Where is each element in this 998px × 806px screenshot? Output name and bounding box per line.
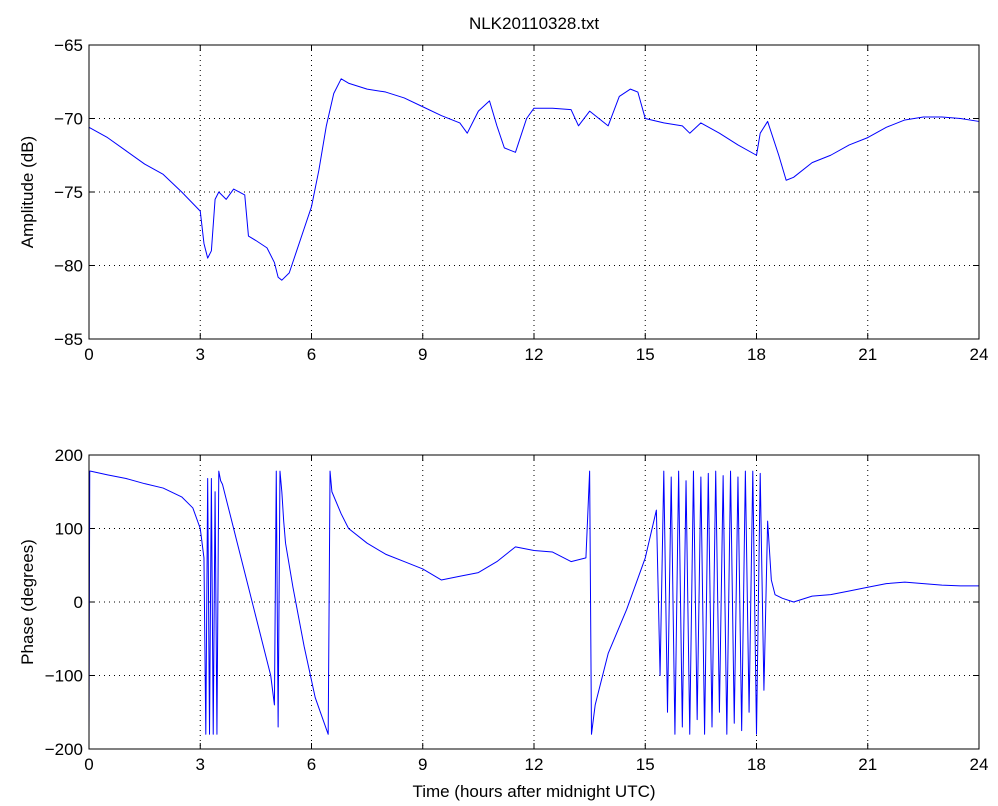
phase-y-tick-label: −100 [45, 667, 83, 686]
amplitude-y-tick-label: −80 [54, 257, 83, 276]
phase-axes: 0 3 6 9 12 15 18 21 24 −200 −100 0 100 200 Phase (deg… [18, 446, 988, 801]
phase-x-tick-label: 6 [307, 755, 316, 774]
phase-y-tick-label: 100 [55, 520, 83, 539]
phase-y-axis-label: Phase (degrees) [18, 539, 37, 665]
amplitude-x-tick-label: 12 [525, 345, 544, 364]
amplitude-x-tick-label: 18 [747, 345, 766, 364]
amplitude-y-tick-label: −85 [54, 330, 83, 349]
amplitude-y-tick-label: −75 [54, 183, 83, 202]
amplitude-y-tick-label: −70 [54, 110, 83, 129]
amplitude-x-tick-label: 3 [196, 345, 205, 364]
amplitude-x-tick-label: 15 [636, 345, 655, 364]
amplitude-axes-frame [88, 44, 980, 340]
phase-x-tick-label: 0 [84, 755, 93, 774]
phase-y-tick-label: 200 [55, 446, 83, 465]
amplitude-x-tick-label: 9 [418, 345, 427, 364]
phase-x-tick-label: 24 [970, 755, 989, 774]
amplitude-x-tick-label: 0 [84, 345, 93, 364]
phase-x-tick-label: 9 [418, 755, 427, 774]
phase-x-tick-label: 21 [858, 755, 877, 774]
amplitude-y-axis-label: Amplitude (dB) [18, 136, 37, 248]
amplitude-axes: 0 3 6 9 12 15 18 21 24 −85 −80 −75 −70 −65 NLK2011032… [18, 14, 988, 364]
phase-y-tick-label: −200 [45, 740, 83, 759]
amplitude-x-tick-label: 21 [858, 345, 877, 364]
phase-ticks: 0 3 6 9 12 15 18 21 24 −200 −100 0 100 200 [45, 446, 989, 774]
amplitude-y-tick-label: −65 [54, 36, 83, 55]
phase-x-tick-label: 3 [196, 755, 205, 774]
phase-x-axis-label: Time (hours after midnight UTC) [412, 782, 655, 801]
phase-x-tick-label: 12 [525, 755, 544, 774]
phase-series-line [88, 470, 979, 735]
phase-x-tick-label: 18 [747, 755, 766, 774]
phase-y-tick-label: 0 [74, 593, 83, 612]
phase-x-tick-label: 15 [636, 755, 655, 774]
amplitude-series-line [88, 78, 980, 281]
amplitude-chart-title: NLK20110328.txt [469, 14, 599, 33]
phase-axes-frame [88, 454, 980, 750]
amplitude-grid [89, 45, 979, 339]
amplitude-ticks: 0 3 6 9 12 15 18 21 24 −85 −80 −75 −70 −65 [54, 36, 988, 364]
amplitude-x-tick-label: 24 [970, 345, 989, 364]
amplitude-x-tick-label: 6 [307, 345, 316, 364]
